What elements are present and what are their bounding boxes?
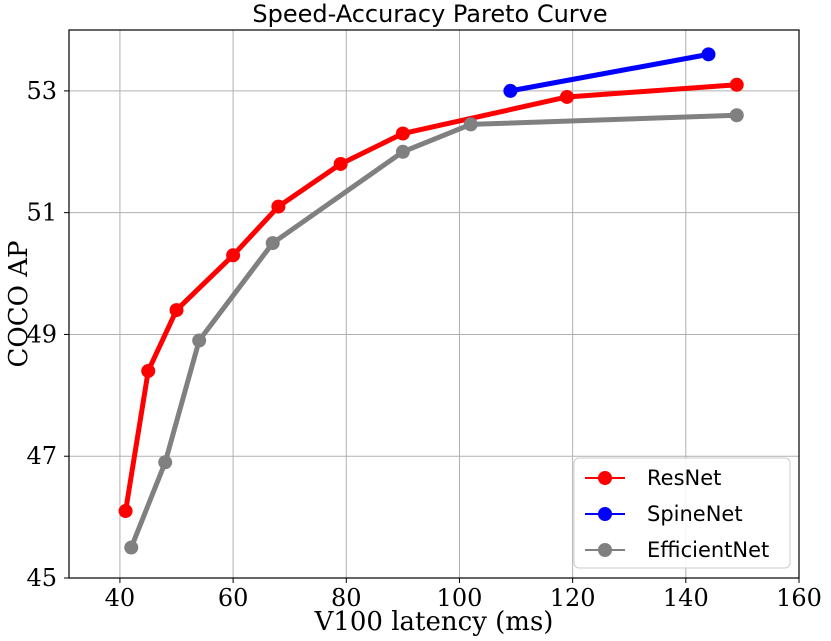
legend-label: ResNet — [647, 466, 721, 490]
data-point-resnet — [141, 363, 156, 378]
series-resnet — [118, 77, 744, 519]
series-efficientnet — [124, 108, 744, 555]
data-point-spinenet — [701, 47, 716, 62]
x-tick-label: 140 — [663, 584, 709, 612]
y-axis-label: COCO AP — [4, 241, 34, 368]
x-tick-label: 100 — [437, 584, 483, 612]
legend-box — [573, 457, 791, 569]
data-point-efficientnet — [192, 333, 207, 348]
x-tick-label: 80 — [331, 584, 362, 612]
data-point-efficientnet — [395, 144, 410, 159]
data-point-efficientnet — [729, 108, 744, 123]
y-tick-label: 45 — [26, 564, 57, 592]
data-point-resnet — [118, 504, 133, 519]
x-tick-label: 60 — [218, 584, 249, 612]
x-tick-label: 120 — [550, 584, 596, 612]
data-point-resnet — [226, 248, 241, 263]
y-tick-label: 51 — [26, 199, 57, 227]
data-point-resnet — [559, 89, 574, 104]
x-tick-label: 160 — [776, 584, 822, 612]
plot-frame — [68, 29, 800, 579]
series-line-spinenet — [507, 51, 711, 94]
legend-entry-resnet: ResNet — [585, 466, 721, 490]
grid — [69, 30, 800, 579]
legend-entry-efficientnet: EfficientNet — [585, 538, 769, 562]
y-tick-label: 49 — [26, 320, 57, 348]
plot-area — [118, 47, 744, 555]
legend-swatch-marker — [598, 471, 612, 485]
legend-swatch-marker — [598, 507, 612, 521]
data-point-efficientnet — [158, 455, 173, 470]
data-point-spinenet — [503, 83, 518, 98]
data-point-resnet — [395, 126, 410, 141]
legend-swatch-marker — [598, 543, 612, 557]
y-tick-label: 53 — [26, 77, 57, 105]
data-point-efficientnet — [265, 236, 280, 251]
legend-label: SpineNet — [647, 502, 743, 526]
data-point-resnet — [729, 77, 744, 92]
data-point-efficientnet — [124, 540, 139, 555]
legend-entry-spinenet: SpineNet — [585, 502, 743, 526]
series-spinenet — [503, 47, 716, 98]
x-tick-label: 40 — [105, 584, 136, 612]
legend-label: EfficientNet — [647, 538, 769, 562]
data-point-resnet — [333, 156, 348, 171]
data-point-efficientnet — [463, 117, 478, 132]
chart-title: Speed-Accuracy Pareto Curve — [252, 0, 607, 28]
axis-ticks: 40 60 80 100 120 140 160 45 47 49 51 53 — [26, 77, 821, 612]
series-line-resnet — [123, 82, 740, 514]
legend: ResNet SpineNet EfficientNet — [573, 457, 791, 569]
y-tick-label: 47 — [26, 442, 57, 470]
data-point-resnet — [271, 199, 286, 214]
x-axis-label: V100 latency (ms) — [314, 607, 554, 637]
data-point-resnet — [169, 303, 184, 318]
